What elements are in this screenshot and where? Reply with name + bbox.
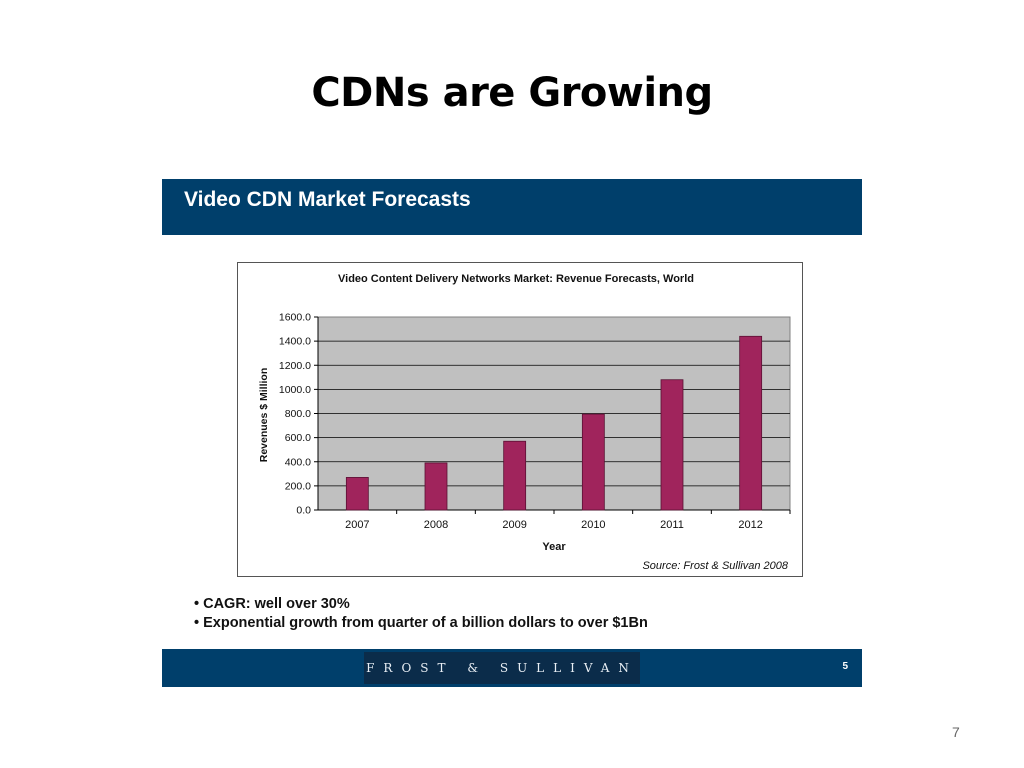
chart-frame: Video Content Delivery Networks Market: … <box>237 262 803 577</box>
bar-2010 <box>581 413 605 511</box>
x-axis-label: Year <box>542 541 566 553</box>
footer-page-number: 5 <box>842 661 848 672</box>
y-tick-label: 600.0 <box>285 432 311 444</box>
revenue-bar-chart: Video Content Delivery Networks Market: … <box>258 273 791 572</box>
y-tick-label: 400.0 <box>285 456 311 468</box>
x-tick-label: 2012 <box>738 519 762 531</box>
y-tick-label: 1200.0 <box>279 360 311 372</box>
bullet-list: • CAGR: well over 30% • Exponential grow… <box>194 595 648 633</box>
y-tick-label: 0.0 <box>296 505 311 517</box>
bullet-item: • CAGR: well over 30% <box>194 596 350 612</box>
x-tick-label: 2009 <box>502 519 526 531</box>
y-tick-label: 200.0 <box>285 480 311 492</box>
panel-header-title: Video CDN Market Forecasts <box>184 188 471 211</box>
y-tick-label: 1000.0 <box>279 384 311 396</box>
bullet-item: • Exponential growth from quarter of a b… <box>194 615 648 631</box>
slide-title: CDNs are Growing <box>311 70 713 116</box>
frost-sullivan-logo: FROST & SULLIVAN <box>364 652 640 684</box>
bar-2011 <box>660 379 684 511</box>
bar-2007 <box>345 477 369 511</box>
bar-2012 <box>739 335 763 511</box>
panel-footer: FROST & SULLIVAN 5 <box>162 649 862 687</box>
bar-2009 <box>503 440 527 511</box>
x-tick-label: 2008 <box>424 519 448 531</box>
chart-source: Source: Frost & Sullivan 2008 <box>642 560 788 572</box>
x-tick-label: 2011 <box>660 519 684 531</box>
x-tick-label: 2007 <box>345 519 369 531</box>
y-tick-label: 1600.0 <box>279 312 311 324</box>
y-tick-label: 1400.0 <box>279 336 311 348</box>
y-tick-label: 800.0 <box>285 408 311 420</box>
bar-2008 <box>424 462 448 511</box>
x-tick-label: 2010 <box>581 519 605 531</box>
y-axis-label: Revenues $ Million <box>258 368 270 463</box>
forecast-panel: Video CDN Market Forecasts Video Content… <box>162 179 862 687</box>
chart-title: Video Content Delivery Networks Market: … <box>338 273 694 285</box>
panel-header: Video CDN Market Forecasts <box>162 179 862 235</box>
slide-number: 7 <box>952 724 960 740</box>
